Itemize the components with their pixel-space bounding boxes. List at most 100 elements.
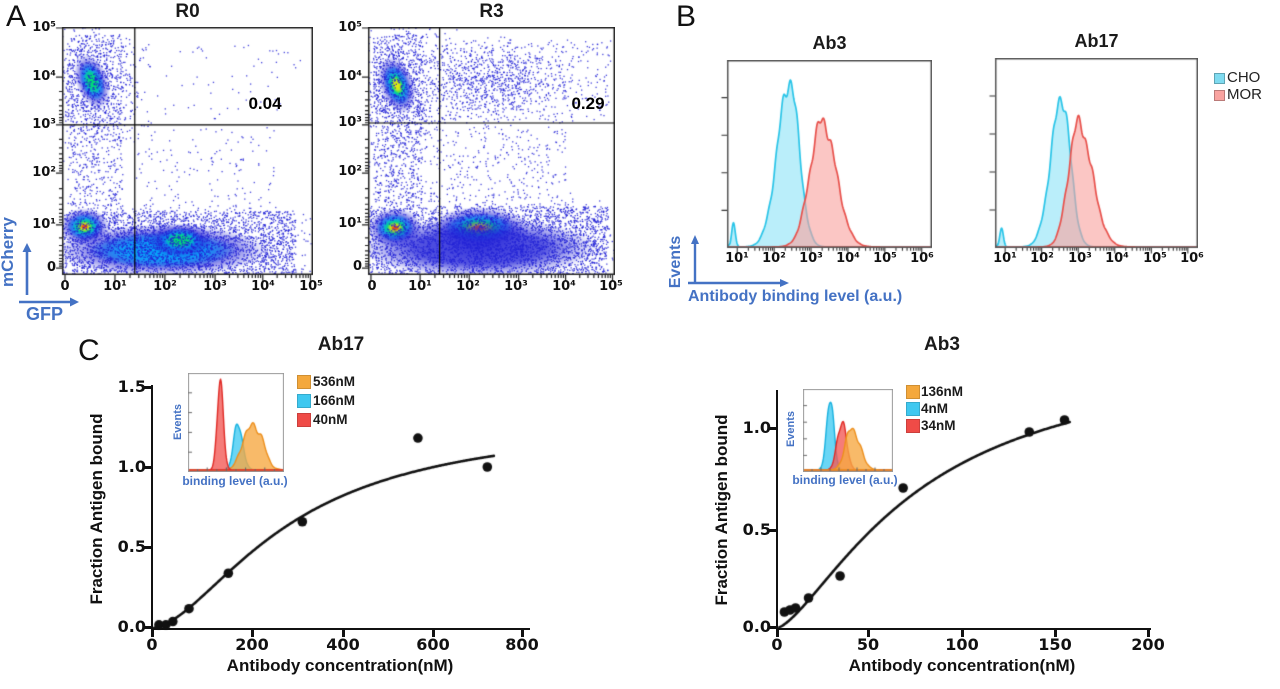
axis-tick-label: 600 [416,635,450,654]
concentration-axis-label: Antibody concentration(nM) [226,656,454,675]
panel-c-label: C [78,334,100,367]
axis-tick-label: 10³ [338,115,362,130]
axis-tick-label: 100 [945,635,979,654]
axis-tick-label: 10⁵ [1143,251,1167,266]
axis-tick-label: 0.0 [742,617,771,636]
inset-legend-swatch [297,413,311,427]
histogram-canvas-ab17 [987,58,1198,256]
quadrant-value-r0: 0.04 [248,94,282,113]
axis-tick-label: 1.0 [742,418,771,437]
axis-tick-label: 10² [338,164,362,179]
axis-tick-label: 10² [762,251,786,266]
axis-tick-label: 10³ [1068,251,1092,266]
axis-tick-label: 0.0 [117,617,146,636]
axis-tick-label: 10⁵ [32,20,56,35]
inset-histogram-canvas-ab17 [188,373,284,472]
concentration-axis-label: Antibody concentration(nM) [848,656,1076,675]
legend-label-cho: CHO [1227,69,1261,86]
axis-tick-label: 400 [326,635,360,654]
gfp-axis-label: GFP [26,304,64,324]
inset-events-axis-label: Events [172,403,184,441]
axis-tick-label: 50 [856,635,880,654]
axis-tick-label: 0.5 [742,520,771,539]
axis-tick-label: 800 [505,635,539,654]
axis-tick-label: 10¹ [725,251,749,266]
inset-legend-label: 136nM [921,384,964,399]
y-tick [768,529,776,532]
x-tick [1054,630,1057,637]
y-tick [143,626,151,629]
axis-tick-label: 200 [235,635,269,654]
axis-tick-label: 0 [771,635,783,654]
curve-ab17-title: Ab17 [317,334,365,355]
axis-tick-label: 10¹ [993,251,1017,266]
axis-tick-label: 1.5 [117,377,146,396]
fraction-bound-axis-label: Fraction Antigen bound [712,414,731,606]
axis-tick-label: 10¹ [32,217,56,232]
inset-legend-swatch [906,385,920,399]
y-tick [143,386,151,389]
axis-tick-label: 10⁴ [251,279,275,294]
axis-tick-label: 10⁵ [599,279,623,294]
axis-tick-label: 10³ [32,117,56,132]
axis-tick-label: 0 [367,279,377,294]
axis-tick-label: 10¹ [103,279,127,294]
axis-tick-label: 10² [32,165,56,180]
inset-legend-swatch [297,375,311,389]
axis-tick-label: 1.0 [117,457,146,476]
flow-density-canvas-r0 [54,27,313,283]
inset-legend-label: 4nM [921,401,948,416]
axis-tick-label: 0 [146,635,158,654]
axis-tick-label: 10⁵ [873,251,897,266]
y-tick [768,626,776,629]
axis-tick-label: 10¹ [408,279,432,294]
inset-histogram-canvas-ab3 [803,389,893,472]
legend-label-mor: MOR [1227,86,1262,103]
axis-tick-label: 200 [1131,635,1165,654]
axis-tick-label: 10³ [799,251,823,266]
fraction-bound-axis-label: Fraction Antigen bound [87,413,106,605]
y-tick [143,546,151,549]
quadrant-value-r3: 0.29 [571,94,605,113]
panel-b-label: B [676,0,697,33]
axis-tick-label: 0 [60,279,70,294]
axis-tick-label: 10⁴ [1105,251,1129,266]
inset-binding-level-axis-label: binding level (a.u.) [182,474,288,488]
axis-tick-label: 0.5 [117,537,146,556]
histogram-canvas-ab3 [719,60,932,256]
legend-swatch-cho [1214,73,1225,84]
panel-a-label: A [6,0,27,33]
axis-tick-label: 0 [46,260,56,275]
inset-legend-label: 536nM [313,374,356,389]
hist-ab3-title: Ab3 [812,33,847,53]
hist-ab17-title: Ab17 [1074,31,1119,51]
axis-arrows-icon [19,243,79,307]
flow-density-canvas-r3 [360,27,615,283]
axis-tick-label: 10³ [504,279,528,294]
axis-tick-label: 0 [352,259,362,274]
axis-tick-label: 10² [1030,251,1054,266]
axis-tick-label: 10¹ [338,216,362,231]
axis-tick-label: 10⁵ [338,20,362,35]
x-tick [867,630,870,637]
axis-tick-label: 10² [153,279,177,294]
flow-plot-r3-title: R3 [479,1,504,22]
axis-tick-label: 10⁴ [836,251,860,266]
inset-legend-label: 40nM [313,412,348,427]
legend-swatch-mor [1214,90,1225,101]
inset-legend-swatch [297,394,311,408]
inset-events-axis-label: Events [785,410,797,448]
axis-arrows-icon [688,235,789,287]
axis-tick-label: 10⁶ [1180,251,1204,266]
x-tick [1147,630,1150,637]
axis-tick-label: 10⁴ [552,279,576,294]
inset-binding-level-axis-label: binding level (a.u.) [792,473,898,487]
axis-tick-label: 10² [456,279,480,294]
x-tick [961,630,964,637]
inset-legend-swatch [906,419,920,433]
axis-tick-label: 10³ [203,279,227,294]
axis-tick-label: 150 [1038,635,1072,654]
y-tick [143,466,151,469]
binding-level-axis-label: Antibody binding level (a.u.) [688,288,903,305]
